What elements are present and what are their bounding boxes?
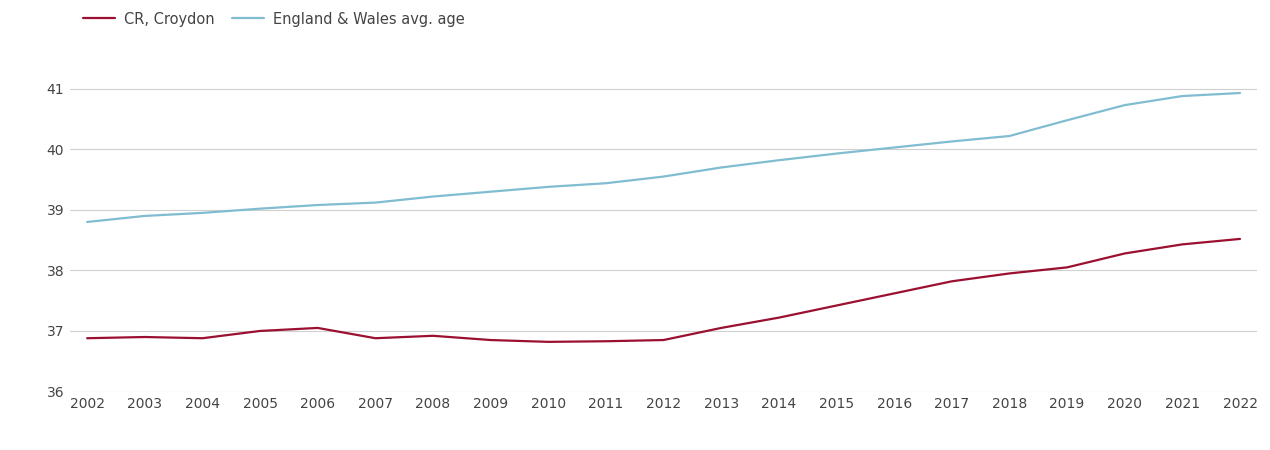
CR, Croydon [771, 315, 786, 320]
CR, Croydon [1118, 251, 1133, 256]
CR, Croydon [253, 328, 268, 333]
CR, Croydon [829, 303, 845, 308]
Line: England & Wales avg. age: England & Wales avg. age [88, 93, 1240, 222]
England & Wales avg. age [425, 194, 441, 199]
CR, Croydon [1175, 242, 1190, 247]
England & Wales avg. age [657, 174, 672, 179]
CR, Croydon [137, 334, 152, 340]
England & Wales avg. age [1175, 93, 1190, 99]
England & Wales avg. age [368, 200, 384, 205]
England & Wales avg. age [1232, 90, 1247, 96]
CR, Croydon [598, 338, 613, 344]
CR, Croydon [425, 333, 441, 338]
England & Wales avg. age [541, 184, 556, 189]
England & Wales avg. age [310, 202, 325, 208]
England & Wales avg. age [137, 213, 152, 219]
CR, Croydon [1059, 265, 1074, 270]
England & Wales avg. age [886, 145, 902, 150]
CR, Croydon [310, 325, 325, 331]
England & Wales avg. age [771, 158, 786, 163]
CR, Croydon [194, 336, 210, 341]
England & Wales avg. age [944, 139, 959, 144]
CR, Croydon [944, 279, 959, 284]
CR, Croydon [483, 338, 498, 343]
England & Wales avg. age [253, 206, 268, 211]
CR, Croydon [541, 339, 556, 345]
CR, Croydon [1002, 271, 1017, 276]
CR, Croydon [80, 336, 95, 341]
England & Wales avg. age [80, 219, 95, 225]
England & Wales avg. age [829, 151, 845, 156]
CR, Croydon [1232, 236, 1247, 242]
England & Wales avg. age [483, 189, 498, 194]
England & Wales avg. age [1059, 117, 1074, 123]
England & Wales avg. age [1118, 103, 1133, 108]
England & Wales avg. age [598, 180, 613, 186]
CR, Croydon [886, 291, 902, 296]
England & Wales avg. age [714, 165, 729, 170]
Legend: CR, Croydon, England & Wales avg. age: CR, Croydon, England & Wales avg. age [77, 6, 470, 32]
CR, Croydon [714, 325, 729, 331]
Line: CR, Croydon: CR, Croydon [88, 239, 1240, 342]
CR, Croydon [657, 338, 672, 343]
CR, Croydon [368, 336, 384, 341]
England & Wales avg. age [1002, 133, 1017, 139]
England & Wales avg. age [194, 210, 210, 216]
